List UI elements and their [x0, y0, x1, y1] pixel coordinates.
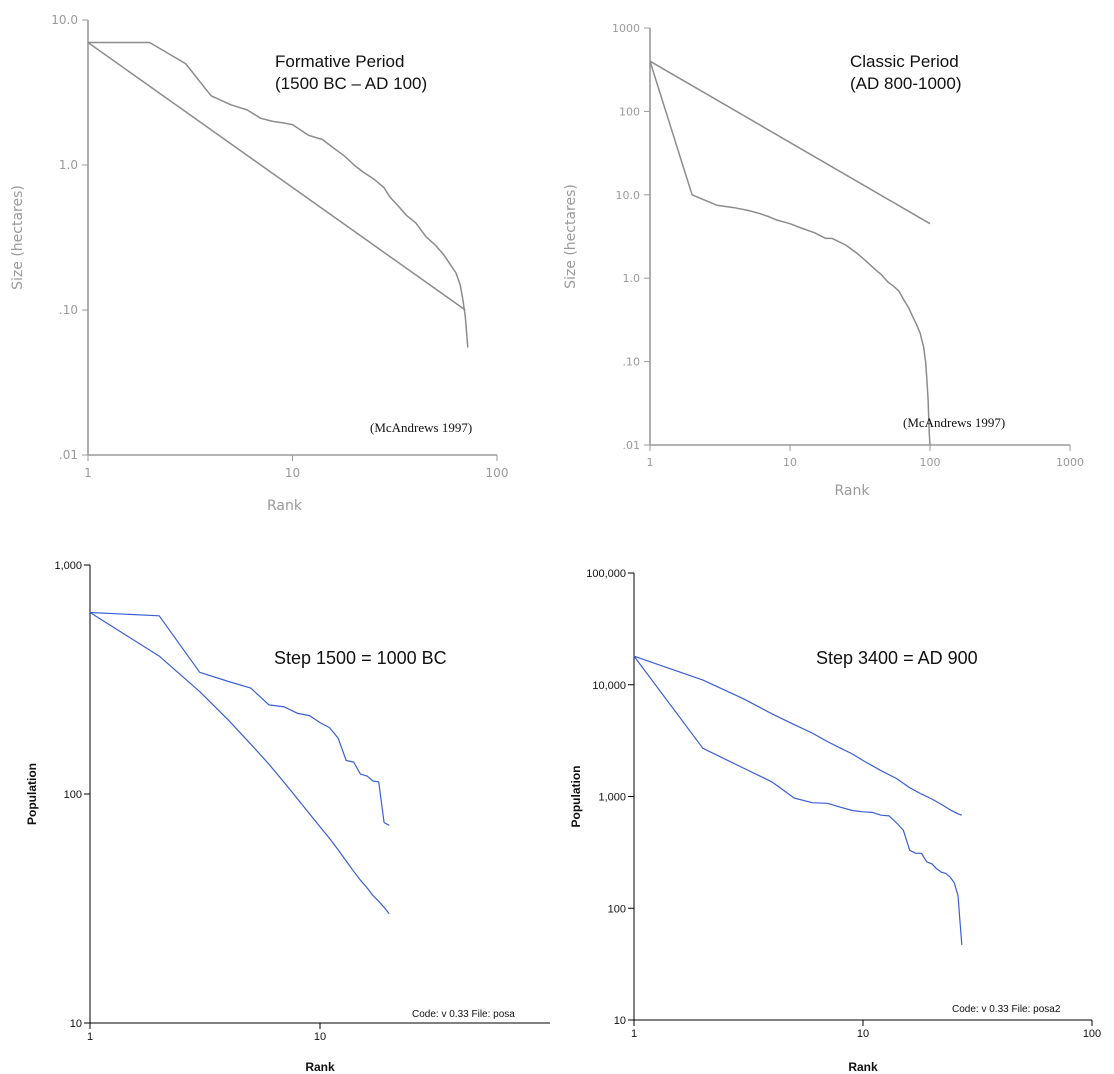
y-tick-label: 100: [64, 789, 82, 801]
y-tick-label: 10.0: [51, 13, 78, 27]
x-tick-label: 10: [783, 456, 797, 469]
source-annotation: Code: v 0.33 File: posa: [412, 1009, 515, 1020]
series-line-1: [633, 655, 963, 945]
y-axis-label: Population: [569, 766, 583, 828]
series-line-1: [88, 41, 469, 348]
x-tick-label: 1: [87, 1031, 93, 1043]
y-tick-label: .10: [623, 356, 641, 369]
chart-title-line: Formative Period: [275, 52, 404, 71]
chart-title-line: (1500 BC – AD 100): [275, 74, 427, 93]
x-tick-label: 1: [631, 1028, 637, 1040]
y-tick-label: .10: [59, 303, 78, 317]
x-tick-label: 100: [920, 456, 941, 469]
y-tick-label: 10.0: [616, 189, 641, 202]
y-tick-label: 10: [614, 1015, 626, 1027]
y-tick-label: .01: [623, 439, 641, 452]
chart-title-line: (AD 800-1000): [850, 74, 962, 93]
series-line-0: [649, 60, 931, 225]
x-tick-label: 1000: [1056, 456, 1084, 469]
x-axis-label: Rank: [305, 1060, 335, 1074]
y-tick-label: 1.0: [59, 158, 78, 172]
x-axis-label: Rank: [848, 1060, 878, 1074]
x-axis-label: Rank: [267, 498, 303, 514]
source-annotation: Code: v 0.33 File: posa2: [952, 1004, 1061, 1015]
x-tick-label: 1: [647, 456, 654, 469]
y-tick-label: 100: [608, 903, 626, 915]
x-tick-label: 100: [1083, 1028, 1101, 1040]
chart-title-line: Step 3400 = AD 900: [816, 648, 978, 668]
y-tick-label: 10,000: [592, 680, 626, 692]
y-axis-label: Population: [25, 763, 39, 825]
y-tick-label: 100,000: [586, 568, 626, 580]
source-annotation: (McAndrews 1997): [903, 415, 1005, 430]
chart-formative-period: 10.0 1.0 .10 .01 1 10 100 Rank Size (hectares) Fo…: [10, 13, 508, 514]
chart-title-line: Step 1500 = 1000 BC: [274, 648, 447, 668]
series-line-0: [89, 611, 390, 915]
x-axis-label: Rank: [835, 483, 871, 499]
y-axis-label: Size (hectares): [10, 185, 26, 290]
chart-classic-period: 1000 100 10.0 1.0 .10 .01 1 10 100 1000 Rank Size (…: [563, 22, 1084, 499]
x-tick-label: 10: [314, 1031, 326, 1043]
x-tick-label: 1: [84, 466, 92, 480]
chart-step-1500: 1,000 100 10 1 10 Rank Population Step 1500 = 1…: [25, 560, 550, 1074]
y-tick-label: 1000: [612, 22, 640, 35]
chart-step-3400: 100,000 10,000 1,000 100 10 1 10 100 Rank Populat…: [569, 568, 1101, 1074]
y-tick-label: 1,000: [54, 560, 82, 572]
series-line-1: [89, 611, 390, 826]
y-tick-label: 1.0: [623, 272, 641, 285]
series-line-0: [633, 655, 963, 816]
x-tick-label: 10: [857, 1028, 869, 1040]
series-line-1: [649, 60, 931, 446]
y-tick-label: .01: [59, 448, 78, 462]
y-tick-label: 100: [619, 105, 640, 118]
y-axis-label: Size (hectares): [563, 184, 579, 289]
source-annotation: (McAndrews 1997): [370, 420, 472, 435]
y-tick-label: 1,000: [598, 792, 626, 804]
x-tick-label: 10: [285, 466, 300, 480]
y-tick-label: 10: [70, 1018, 82, 1030]
series-line-0: [87, 41, 466, 311]
x-tick-label: 100: [486, 466, 509, 480]
chart-title-line: Classic Period: [850, 52, 959, 71]
